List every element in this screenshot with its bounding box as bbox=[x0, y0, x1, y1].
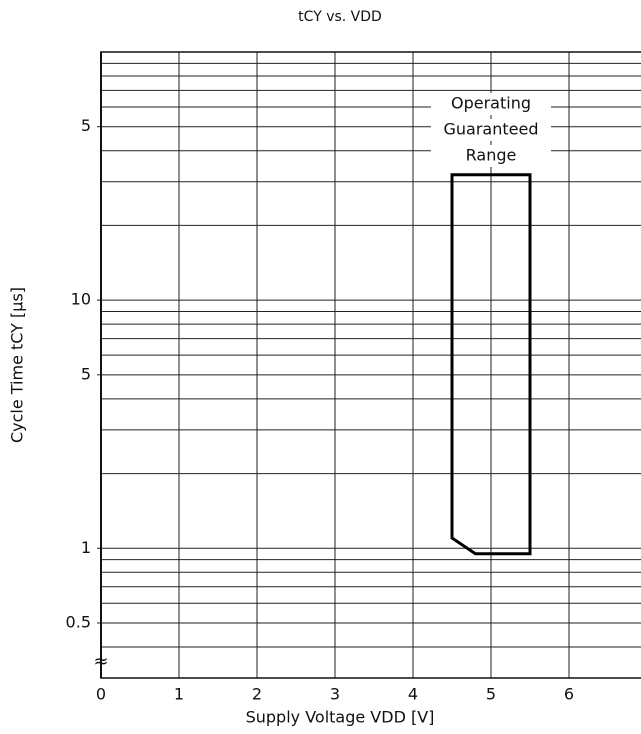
grid bbox=[97, 51, 641, 679]
axis-break: ≈ bbox=[93, 651, 108, 672]
x-tick-label: 6 bbox=[564, 685, 574, 704]
chart-title: tCY vs. VDD bbox=[298, 9, 382, 25]
y-axis-label: Cycle Time tCY [µs] bbox=[8, 287, 27, 443]
y-tick-label: 5 bbox=[81, 364, 91, 383]
x-axis-label: Supply Voltage VDD [V] bbox=[246, 708, 435, 727]
label-background bbox=[431, 145, 551, 167]
x-tick-label: 1 bbox=[174, 685, 184, 704]
y-tick-label: 5 bbox=[81, 116, 91, 135]
y-tick-label: 0.5 bbox=[66, 612, 91, 631]
x-tick-label: 4 bbox=[408, 685, 418, 704]
region-label: Range bbox=[466, 146, 517, 165]
label-background bbox=[431, 119, 551, 141]
x-tick-label: 0 bbox=[96, 685, 106, 704]
x-tick-label: 2 bbox=[252, 685, 262, 704]
y-tick-label: 1 bbox=[81, 538, 91, 557]
operating-region bbox=[450, 173, 532, 556]
region-label: Operating bbox=[451, 94, 531, 113]
plot-frame bbox=[100, 51, 641, 679]
y-tick-label: 10 bbox=[71, 290, 91, 309]
x-tick-label: 5 bbox=[486, 685, 496, 704]
x-tick-label: 3 bbox=[330, 685, 340, 704]
marks: Operating Guaranteed Range bbox=[431, 93, 551, 556]
label-background bbox=[431, 93, 551, 115]
region-label: Guaranteed bbox=[444, 120, 539, 139]
